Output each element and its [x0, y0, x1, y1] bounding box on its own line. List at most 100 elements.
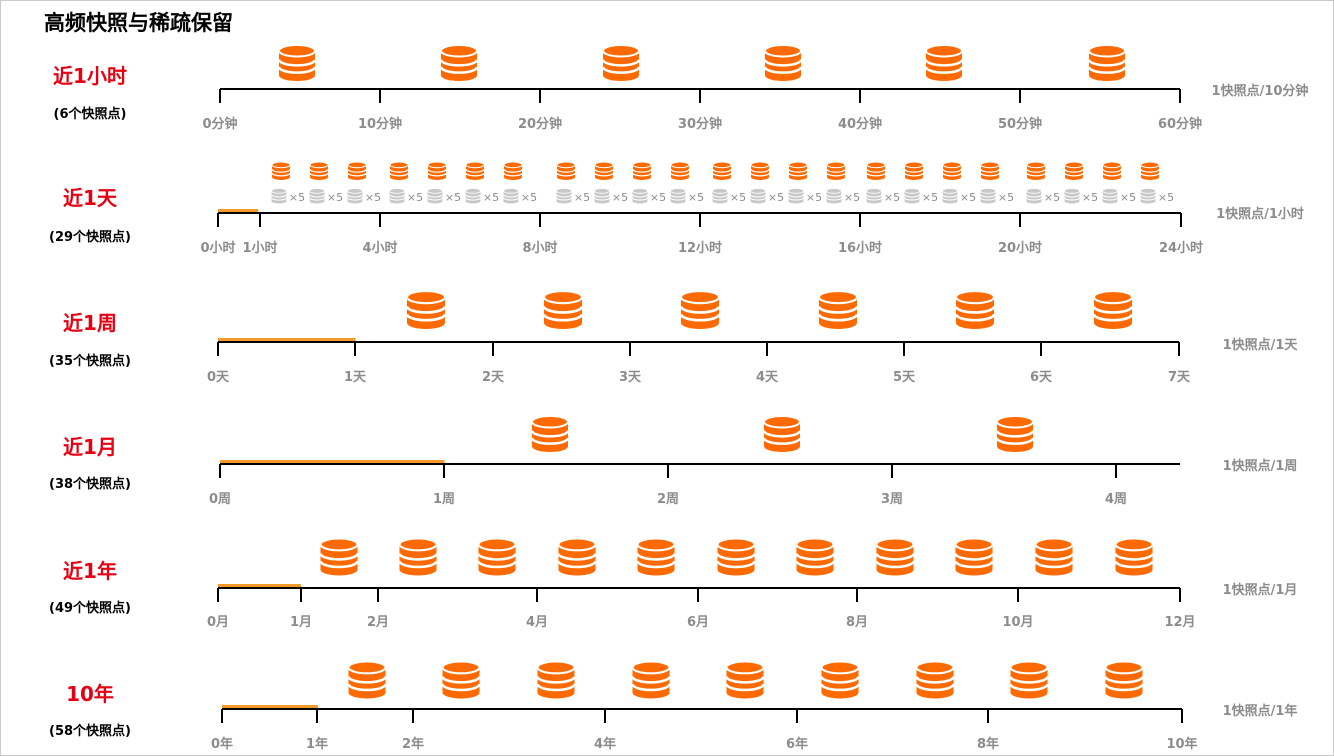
snapshot-count: (49个快照点): [49, 600, 131, 616]
tick-label: 6年: [786, 736, 808, 752]
tick-label: 20小时: [998, 240, 1042, 256]
database-icon-grey: [903, 188, 921, 204]
tick-label: 1天: [344, 370, 367, 385]
database-icon: [389, 161, 409, 180]
tick-label: 6月: [687, 615, 709, 630]
rate-label: 1快照点/1小时: [1216, 206, 1304, 222]
tick-label: 4月: [526, 615, 548, 630]
database-icon: [716, 537, 756, 576]
grey-multiplier: ×5: [521, 191, 537, 204]
tick-label: 0月: [207, 615, 229, 630]
database-icon-grey: [1139, 188, 1157, 204]
retained-range-bar: [218, 338, 356, 343]
row-label: 近1天: [63, 186, 118, 210]
retained-range-bar: [220, 460, 445, 465]
database-icon: [954, 537, 994, 576]
tick-label: 10分钟: [358, 116, 402, 132]
database-icon: [405, 289, 447, 329]
database-icon: [427, 161, 447, 180]
rate-label: 1快照点/1年: [1223, 703, 1298, 719]
tick-label: 0分钟: [202, 116, 237, 132]
row-label: 近1小时: [53, 64, 127, 88]
tick-label: 0小时: [200, 240, 235, 256]
retained-range-bar: [218, 584, 301, 589]
snapshot-count: (58个快照点): [49, 723, 131, 739]
database-icon-grey: [825, 188, 843, 204]
database-icon: [980, 161, 1000, 180]
tick-label: 6天: [1030, 370, 1053, 385]
tick-label: 12小时: [678, 240, 722, 256]
tick-label: 40分钟: [838, 116, 882, 132]
snapshot-count: (29个快照点): [49, 229, 131, 245]
grey-multiplier: ×5: [483, 191, 499, 204]
database-icon-grey: [388, 188, 406, 204]
database-icon: [556, 161, 576, 180]
database-icon-grey: [464, 188, 482, 204]
database-icon: [875, 537, 915, 576]
database-icon: [557, 537, 597, 576]
database-icon: [536, 660, 576, 699]
database-icon: [1087, 43, 1127, 81]
database-icon: [632, 161, 652, 180]
database-icon: [347, 660, 387, 699]
database-icon: [1026, 161, 1046, 180]
database-icon: [277, 43, 317, 81]
rate-label: 1快照点/1天: [1223, 337, 1299, 353]
database-icon: [670, 161, 690, 180]
database-icon: [398, 537, 438, 576]
database-icon-grey: [979, 188, 997, 204]
database-icon: [788, 161, 808, 180]
database-icon: [1140, 161, 1160, 180]
tick-label: 3周: [881, 492, 903, 507]
database-icon-grey: [346, 188, 364, 204]
tick-label: 2年: [402, 736, 424, 752]
tick-label: 5天: [893, 370, 916, 385]
grey-multiplier: ×5: [806, 191, 822, 204]
tick-label: 2周: [657, 492, 679, 507]
database-icon: [679, 289, 721, 329]
grey-multiplier: ×5: [844, 191, 860, 204]
database-icon: [1064, 161, 1084, 180]
database-icon: [762, 414, 802, 452]
database-icon: [904, 161, 924, 180]
database-icon: [725, 660, 765, 699]
database-icon: [866, 161, 886, 180]
database-icon: [636, 537, 676, 576]
snapshot-count: (6个快照点): [54, 106, 127, 122]
snapshot-count: (35个快照点): [49, 353, 131, 369]
tick-label: 16小时: [838, 240, 882, 256]
rate-label: 1快照点/10分钟: [1212, 83, 1309, 99]
tick-label: 10年: [1166, 736, 1197, 752]
database-icon-grey: [711, 188, 729, 204]
tick-label: 0天: [207, 370, 230, 385]
database-icon-grey: [1063, 188, 1081, 204]
tick-label: 50分钟: [998, 116, 1042, 132]
grey-multiplier: ×5: [960, 191, 976, 204]
tick-label: 0年: [211, 736, 233, 752]
database-icon-grey: [787, 188, 805, 204]
grey-multiplier: ×5: [445, 191, 461, 204]
grey-multiplier: ×5: [327, 191, 343, 204]
grey-multiplier: ×5: [365, 191, 381, 204]
grey-multiplier: ×5: [1082, 191, 1098, 204]
database-icon: [271, 161, 291, 180]
grey-multiplier: ×5: [612, 191, 628, 204]
tick-label: 1小时: [242, 240, 277, 256]
tick-label: 10月: [1002, 615, 1033, 630]
database-icon-grey: [308, 188, 326, 204]
database-icon-grey: [270, 188, 288, 204]
database-icon: [631, 660, 671, 699]
rate-label: 1快照点/1周: [1223, 458, 1298, 474]
database-icon: [1092, 289, 1134, 329]
grey-multiplier: ×5: [289, 191, 305, 204]
database-icon: [441, 660, 481, 699]
database-icon-grey: [555, 188, 573, 204]
database-icon: [1114, 537, 1154, 576]
database-icon: [826, 161, 846, 180]
database-icon: [995, 414, 1035, 452]
database-icon: [319, 537, 359, 576]
tick-label: 1月: [290, 615, 312, 630]
retained-range-bar: [218, 209, 259, 214]
grey-multiplier: ×5: [650, 191, 666, 204]
database-icon: [594, 161, 614, 180]
